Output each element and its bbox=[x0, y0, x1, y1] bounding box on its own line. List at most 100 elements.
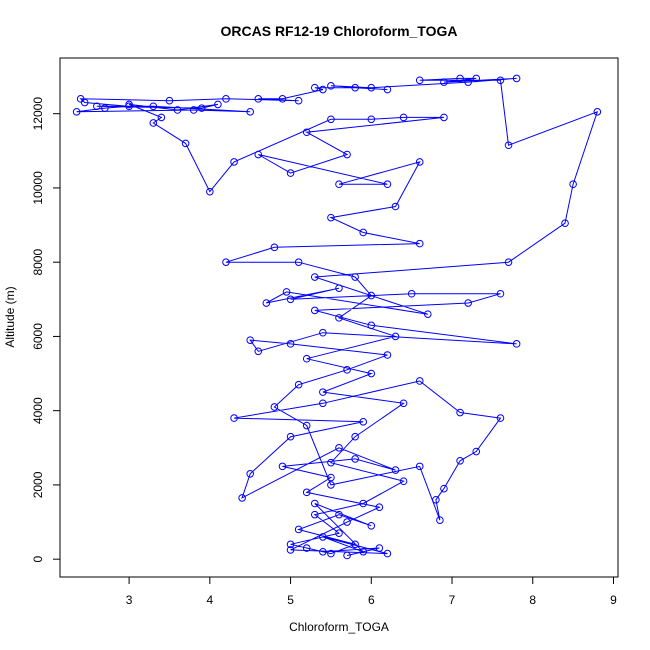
data-point bbox=[399, 477, 408, 486]
data-point bbox=[286, 340, 295, 348]
data-point bbox=[319, 388, 327, 396]
data-point bbox=[310, 499, 319, 508]
data-point bbox=[391, 202, 400, 211]
data-point bbox=[335, 444, 343, 452]
data-point bbox=[310, 306, 319, 315]
data-point bbox=[512, 340, 521, 348]
data-point bbox=[319, 399, 327, 408]
data-point bbox=[294, 258, 303, 266]
data-point bbox=[173, 106, 182, 114]
x-tick-label: 7 bbox=[449, 593, 456, 607]
data-point bbox=[238, 494, 246, 502]
data-point bbox=[569, 180, 577, 189]
data-point bbox=[302, 488, 311, 497]
plot-frame bbox=[59, 57, 619, 578]
data-point bbox=[335, 180, 343, 189]
data-point bbox=[375, 544, 384, 552]
y-tick-label: 6000 bbox=[31, 323, 45, 350]
data-point bbox=[335, 284, 343, 292]
data-point bbox=[367, 115, 376, 124]
data-point bbox=[391, 466, 400, 474]
data-point bbox=[504, 141, 513, 150]
data-point bbox=[399, 113, 408, 122]
data-point bbox=[496, 76, 505, 85]
data-point bbox=[327, 115, 335, 124]
data-point bbox=[262, 299, 271, 307]
data-point bbox=[80, 98, 89, 107]
data-point bbox=[310, 510, 319, 519]
data-point bbox=[415, 239, 424, 248]
data-point bbox=[246, 108, 254, 116]
data-point bbox=[222, 258, 230, 266]
data-point bbox=[230, 158, 238, 166]
x-tick-label: 4 bbox=[206, 593, 213, 607]
data-point bbox=[432, 495, 440, 504]
data-point bbox=[327, 473, 335, 482]
data-point bbox=[496, 414, 505, 422]
data-point bbox=[302, 354, 311, 363]
data-point bbox=[456, 408, 464, 417]
data-point bbox=[319, 533, 327, 541]
data-point bbox=[343, 551, 351, 560]
data-point bbox=[222, 95, 230, 103]
data-point bbox=[440, 113, 448, 122]
data-point bbox=[282, 288, 291, 296]
data-point bbox=[335, 529, 343, 537]
data-point bbox=[254, 95, 263, 103]
x-tick-label: 6 bbox=[368, 593, 375, 607]
data-point bbox=[278, 95, 287, 103]
data-point bbox=[383, 85, 392, 94]
y-tick-label: 4000 bbox=[31, 397, 45, 424]
chart-title: ORCAS RF12-19 Chloroform_TOGA bbox=[221, 23, 458, 39]
data-point bbox=[367, 369, 376, 378]
data-point bbox=[351, 273, 359, 281]
data-point bbox=[504, 258, 513, 266]
data-point bbox=[359, 547, 368, 556]
data-point bbox=[149, 102, 158, 111]
data-point bbox=[319, 85, 327, 94]
data-point bbox=[383, 549, 392, 558]
data-point bbox=[472, 447, 481, 456]
data-point bbox=[302, 421, 311, 430]
data-point bbox=[415, 76, 424, 85]
data-point bbox=[561, 219, 569, 228]
data-point bbox=[593, 108, 602, 116]
data-point bbox=[149, 119, 158, 127]
data-point bbox=[254, 347, 263, 356]
data-point bbox=[327, 82, 335, 90]
data-point bbox=[472, 74, 481, 83]
y-tick-label: 8000 bbox=[31, 249, 45, 276]
data-point bbox=[456, 457, 464, 465]
x-tick-label: 3 bbox=[126, 593, 133, 607]
data-line bbox=[76, 77, 599, 556]
x-tick-label: 5 bbox=[287, 593, 294, 607]
y-tick-label: 12000 bbox=[31, 97, 45, 131]
data-point bbox=[310, 83, 319, 92]
data-point bbox=[246, 336, 254, 344]
data-point bbox=[157, 113, 166, 122]
data-point bbox=[294, 380, 303, 389]
data-point bbox=[415, 377, 424, 385]
data-point bbox=[440, 484, 448, 493]
data-point bbox=[286, 540, 295, 549]
data-point bbox=[206, 187, 214, 196]
data-point bbox=[359, 499, 368, 508]
data-point bbox=[512, 74, 521, 83]
data-point bbox=[335, 510, 343, 519]
data-point bbox=[270, 403, 279, 411]
data-point bbox=[319, 328, 327, 337]
data-point bbox=[125, 100, 133, 109]
x-axis-label: Chloroform_TOGA bbox=[289, 620, 389, 634]
data-point bbox=[367, 83, 376, 92]
data-point bbox=[101, 104, 109, 112]
data-point bbox=[351, 432, 359, 441]
data-point bbox=[436, 516, 444, 524]
data-point bbox=[327, 213, 335, 222]
data-point bbox=[294, 525, 303, 534]
y-tick-label: 0 bbox=[31, 556, 45, 563]
data-point bbox=[351, 83, 359, 92]
data-point bbox=[415, 158, 424, 166]
data-point bbox=[383, 180, 392, 189]
data-point bbox=[189, 106, 198, 114]
